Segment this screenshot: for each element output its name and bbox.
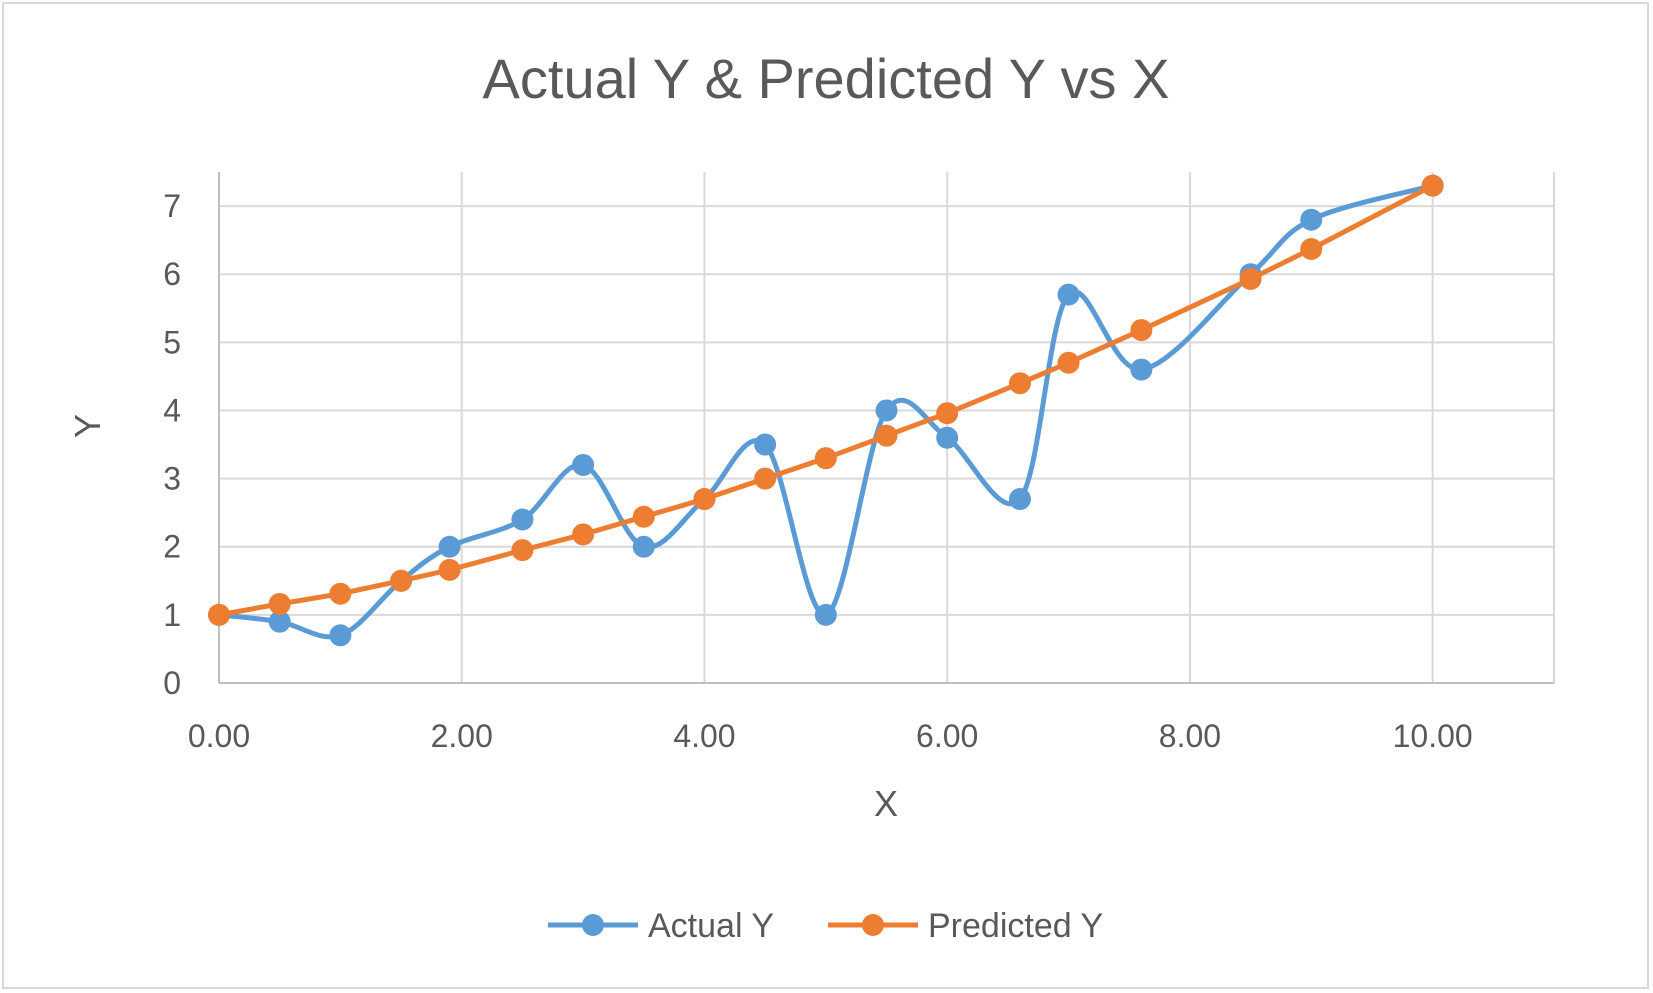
- actual-y-point: [572, 453, 595, 476]
- predicted-y-point: [329, 582, 352, 605]
- y-axis-title: Y: [67, 414, 108, 438]
- predicted-y-point: [936, 402, 959, 425]
- actual-y-point: [438, 535, 461, 558]
- predicted-y-point: [438, 558, 461, 581]
- predicted-y-point: [1239, 267, 1262, 290]
- legend: Actual Y Predicted Y: [548, 907, 1103, 945]
- x-tick-label: 0.00: [188, 718, 250, 754]
- predicted-y-point: [1130, 319, 1153, 342]
- x-axis-title: X: [874, 783, 898, 824]
- chart-title: Actual Y & Predicted Y vs X: [483, 47, 1170, 110]
- predicted-y-point: [268, 592, 291, 615]
- y-tick-label: 0: [163, 665, 181, 701]
- predicted-y-point: [572, 523, 595, 546]
- actual-y-point: [875, 399, 898, 422]
- x-tick-label: 8.00: [1159, 718, 1221, 754]
- y-tick-label: 1: [163, 597, 181, 633]
- y-tick-label: 7: [163, 188, 181, 224]
- x-tick-label: 4.00: [673, 718, 735, 754]
- predicted-y-point: [1300, 237, 1323, 260]
- predicted-y-point: [208, 603, 230, 626]
- predicted-y-point: [632, 505, 655, 528]
- predicted-y-point: [511, 539, 534, 562]
- actual-y-point: [329, 624, 352, 647]
- predicted-y-line: [216, 183, 1436, 618]
- actual-y-legend-label: Actual Y: [648, 907, 774, 945]
- actual-y-point: [1300, 208, 1323, 231]
- predicted-y-point: [754, 467, 777, 490]
- x-tick-label: 2.00: [431, 718, 493, 754]
- y-tick-label: 5: [163, 324, 181, 360]
- predicted-y-point: [390, 569, 413, 592]
- actual-y-point: [632, 535, 655, 558]
- actual-y-point: [268, 610, 291, 633]
- x-tick-label: 6.00: [916, 718, 978, 754]
- actual-y-point: [511, 508, 534, 531]
- y-tick-label: 6: [163, 256, 181, 292]
- actual-y-point: [1009, 488, 1031, 511]
- predicted-y-point: [1009, 372, 1031, 395]
- y-tick-label: 4: [163, 392, 181, 428]
- predicted-y-legend-label: Predicted Y: [928, 907, 1103, 945]
- x-tick-label: 10.00: [1393, 718, 1473, 754]
- y-tick-label: 2: [163, 529, 181, 565]
- predicted-y-point: [693, 488, 716, 511]
- actual-y-point: [754, 433, 777, 456]
- predicted-y-point: [1421, 174, 1444, 197]
- actual-y-legend-marker: [582, 914, 604, 936]
- actual-y-point: [814, 603, 837, 626]
- predicted-y-point: [814, 447, 837, 470]
- actual-y-point: [936, 426, 959, 449]
- predicted-y-point: [875, 424, 898, 447]
- y-tick-label: 3: [163, 461, 181, 497]
- axis-layer: 0 1 2 3 4 5 6 7 0.00 2.00 4.00 6.00 8.00 10.00: [163, 172, 1554, 754]
- predicted-y-point: [1057, 351, 1080, 374]
- predicted-y-legend-marker: [862, 914, 884, 936]
- actual-y-point: [1130, 358, 1153, 381]
- series-layer: [208, 174, 1444, 647]
- actual-y-point: [1057, 283, 1080, 306]
